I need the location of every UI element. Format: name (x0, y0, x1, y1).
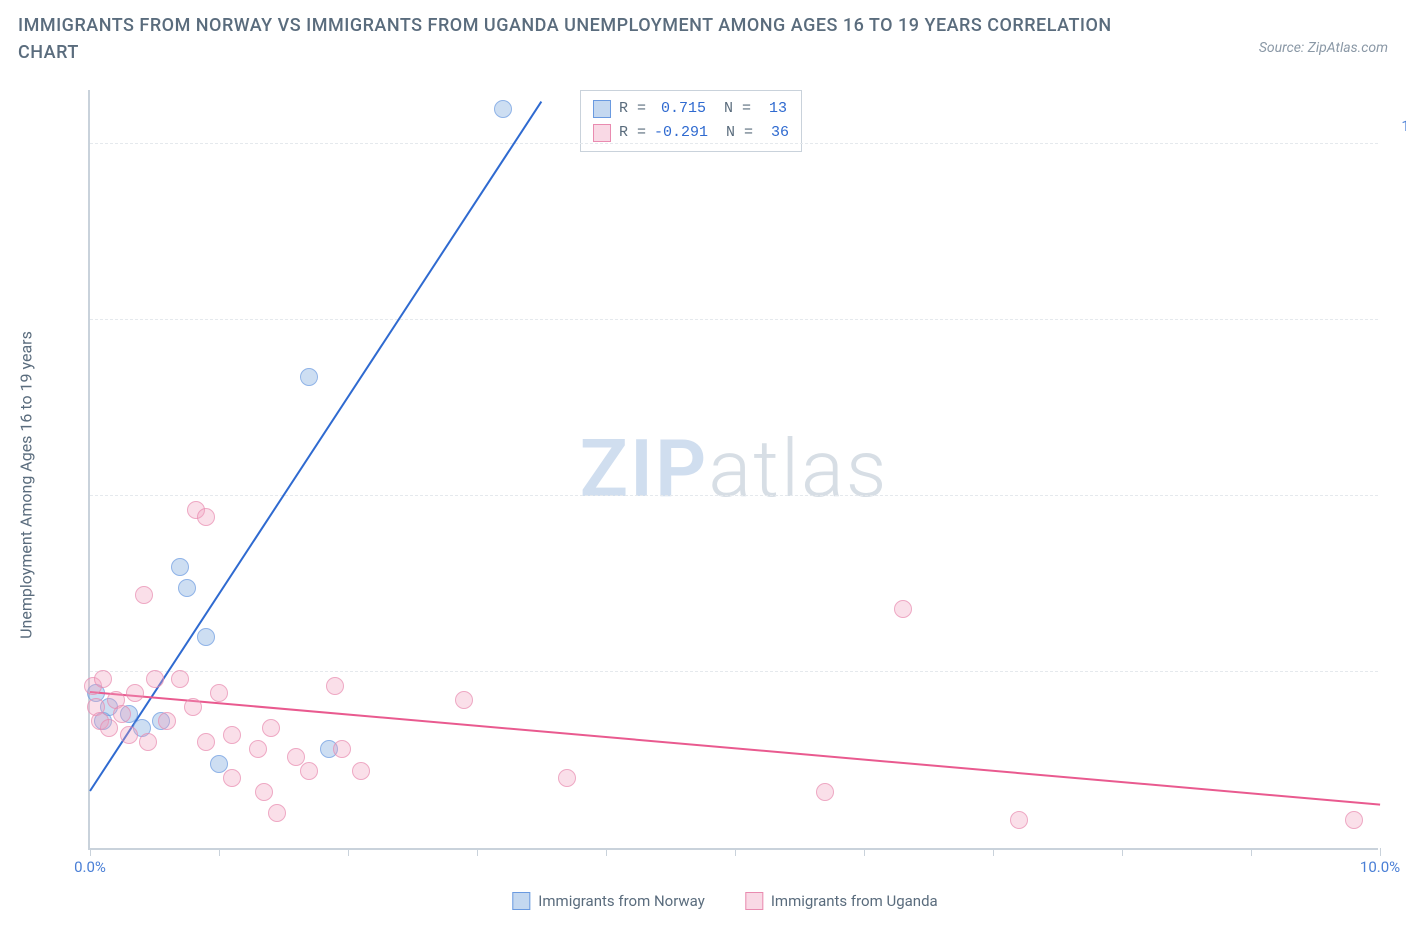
norway-point (300, 368, 318, 386)
x-tick (477, 848, 478, 856)
plot-area: ZIPatlas R =0.715N =13R =-0.291N =36 25.… (88, 90, 1378, 850)
scatter-chart: Unemployment Among Ages 16 to 19 years Z… (60, 90, 1390, 880)
series-legend: Immigrants from Norway Immigrants from Ug… (512, 892, 937, 910)
uganda-point (197, 733, 215, 751)
gridline (90, 671, 1378, 672)
x-tick (606, 848, 607, 856)
norway-point (171, 558, 189, 576)
uganda-point (262, 719, 280, 737)
uganda-point (352, 762, 370, 780)
uganda-point (333, 740, 351, 758)
norway-point (197, 628, 215, 646)
x-tick (219, 848, 220, 856)
uganda-point (139, 733, 157, 751)
uganda-point (1345, 811, 1363, 829)
uganda-r-value: -0.291 (654, 121, 708, 145)
uganda-legend-item: Immigrants from Uganda (745, 892, 938, 910)
norway-n-value: 13 (759, 97, 787, 121)
uganda-point (210, 684, 228, 702)
uganda-legend-label: Immigrants from Uganda (771, 892, 938, 910)
chart-title: IMMIGRANTS FROM NORWAY VS IMMIGRANTS FRO… (18, 12, 1138, 66)
uganda-point (135, 586, 153, 604)
uganda-legend-swatch (745, 892, 763, 910)
x-tick-label: 10.0% (1360, 858, 1400, 876)
uganda-point (455, 691, 473, 709)
uganda-point (113, 705, 131, 723)
uganda-point (158, 712, 176, 730)
uganda-point (197, 508, 215, 526)
x-tick (348, 848, 349, 856)
uganda-point (126, 684, 144, 702)
x-tick (1380, 848, 1381, 856)
source-attribution: Source: ZipAtlas.com (1259, 40, 1388, 56)
uganda-point (268, 804, 286, 822)
uganda-trendline (90, 691, 1380, 806)
uganda-point (223, 769, 241, 787)
x-tick (1122, 848, 1123, 856)
uganda-point (171, 670, 189, 688)
uganda-point (120, 726, 138, 744)
r-label: R = (619, 97, 646, 121)
x-tick (864, 848, 865, 856)
norway-legend-label: Immigrants from Norway (538, 892, 705, 910)
norway-legend-swatch (512, 892, 530, 910)
uganda-point (223, 726, 241, 744)
norway-legend-item: Immigrants from Norway (512, 892, 705, 910)
uganda-point (249, 740, 267, 758)
uganda-point (894, 600, 912, 618)
gridline (90, 319, 1378, 320)
uganda-point (1010, 811, 1028, 829)
watermark: ZIPatlas (580, 422, 889, 516)
uganda-point (100, 719, 118, 737)
y-axis-label: Unemployment Among Ages 16 to 19 years (17, 331, 36, 639)
x-tick (90, 848, 91, 856)
uganda-point (94, 670, 112, 688)
x-tick (735, 848, 736, 856)
norway-swatch (593, 100, 611, 118)
n-label: N = (726, 121, 753, 145)
norway-point (494, 100, 512, 118)
uganda-point (326, 677, 344, 695)
norway-stats-row: R = 0.715 N = 13 (593, 97, 789, 121)
x-tick (993, 848, 994, 856)
norway-point (178, 579, 196, 597)
uganda-n-value: 36 (761, 121, 789, 145)
y-tick-label: 100.0% (1401, 117, 1406, 135)
r-label: R = (619, 121, 646, 145)
uganda-point (816, 783, 834, 801)
uganda-swatch (593, 124, 611, 142)
uganda-point (146, 670, 164, 688)
x-tick (1251, 848, 1252, 856)
uganda-point (255, 783, 273, 801)
uganda-point (300, 762, 318, 780)
uganda-point (558, 769, 576, 787)
uganda-point (184, 698, 202, 716)
norway-r-value: 0.715 (654, 97, 706, 121)
n-label: N = (724, 97, 751, 121)
uganda-stats-row: R = -0.291 N = 36 (593, 121, 789, 145)
x-tick-label: 0.0% (74, 858, 106, 876)
gridline (90, 143, 1378, 144)
